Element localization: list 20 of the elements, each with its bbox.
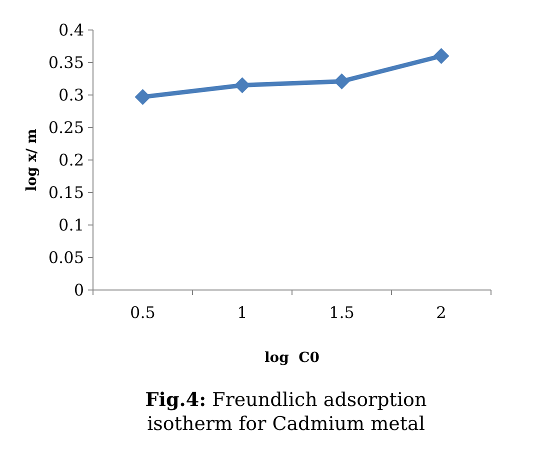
text: Fig.4: Freundlich adsorption isotherm for Cadmium metal [145,389,427,435]
y-tick-label: 0.25 [48,118,84,138]
y-tick-label: 0.35 [48,53,84,72]
y-tick-label: 0.15 [48,183,84,202]
x-tick-label: 2 [436,303,446,322]
x-tick-label: 1.5 [329,303,354,322]
x-tick-label: 0.5 [130,303,156,322]
y-tick-label: 0.1 [58,216,84,235]
point [134,88,151,105]
x-axis-title: log C0 [264,350,320,366]
y-tick-label: 0.2 [58,150,84,170]
x-tick-label: 1 [237,303,248,322]
point [334,73,350,90]
y-tick-label: 0.3 [58,86,84,105]
y-tick-label: 0 [74,280,84,300]
y-tick-label: 0.05 [48,248,84,268]
y-tick-label: 0.4 [58,20,84,40]
y-axis-title: log x/ m [24,128,40,192]
point [234,77,250,94]
point [433,48,450,64]
